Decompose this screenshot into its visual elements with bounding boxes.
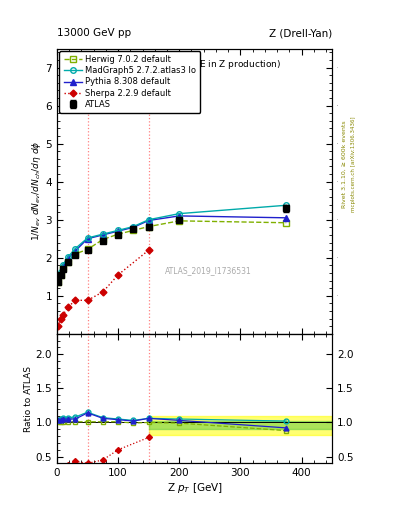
MadGraph5 2.7.2.atlas3 lo (73, 246, 78, 252)
Pythia 8.308 default (146, 218, 151, 224)
Herwig 7.0.2 default (177, 218, 182, 224)
Pythia 8.308 default (101, 232, 105, 238)
MadGraph5 2.7.2.atlas3 lo (61, 262, 66, 268)
Herwig 7.0.2 default (66, 259, 70, 265)
Pythia 8.308 default (284, 215, 288, 221)
Y-axis label: $1/N_{ev}\ dN_{ev}/dN_{ch}/d\eta\ d\phi$: $1/N_{ev}\ dN_{ev}/dN_{ch}/d\eta\ d\phi$ (30, 141, 43, 242)
Line: Pythia 8.308 default: Pythia 8.308 default (55, 213, 289, 283)
Herwig 7.0.2 default (131, 227, 136, 233)
MadGraph5 2.7.2.atlas3 lo (177, 210, 182, 217)
Sherpa 2.2.9 default (101, 289, 105, 295)
Line: Sherpa 2.2.9 default: Sherpa 2.2.9 default (56, 248, 151, 329)
Text: 13000 GeV pp: 13000 GeV pp (57, 28, 131, 38)
Legend: Herwig 7.0.2 default, MadGraph5 2.7.2.atlas3 lo, Pythia 8.308 default, Sherpa 2.: Herwig 7.0.2 default, MadGraph5 2.7.2.at… (59, 51, 200, 113)
Pythia 8.308 default (61, 263, 66, 269)
Herwig 7.0.2 default (73, 251, 78, 257)
Pythia 8.308 default (66, 255, 70, 262)
Sherpa 2.2.9 default (85, 297, 90, 304)
Herwig 7.0.2 default (85, 246, 90, 252)
Text: mcplots.cern.ch [arXiv:1306.3436]: mcplots.cern.ch [arXiv:1306.3436] (351, 116, 356, 211)
Herwig 7.0.2 default (116, 231, 121, 237)
MadGraph5 2.7.2.atlas3 lo (146, 217, 151, 223)
Herwig 7.0.2 default (284, 220, 288, 226)
Pythia 8.308 default (131, 224, 136, 230)
MadGraph5 2.7.2.atlas3 lo (284, 202, 288, 208)
Sherpa 2.2.9 default (146, 247, 151, 253)
Pythia 8.308 default (177, 213, 182, 219)
MadGraph5 2.7.2.atlas3 lo (116, 227, 121, 233)
Text: ATLAS_2019_I1736531: ATLAS_2019_I1736531 (165, 267, 252, 275)
Sherpa 2.2.9 default (58, 315, 63, 322)
Text: $\langle N_{ch}\rangle$ vs $p_T^Z$ (ATLAS UE in Z production): $\langle N_{ch}\rangle$ vs $p_T^Z$ (ATLA… (107, 57, 282, 72)
MadGraph5 2.7.2.atlas3 lo (56, 278, 61, 284)
Sherpa 2.2.9 default (116, 272, 121, 278)
Pythia 8.308 default (116, 228, 121, 234)
Y-axis label: Ratio to ATLAS: Ratio to ATLAS (24, 366, 33, 432)
MadGraph5 2.7.2.atlas3 lo (85, 235, 90, 241)
X-axis label: Z $p_T$ [GeV]: Z $p_T$ [GeV] (167, 481, 222, 495)
Sherpa 2.2.9 default (61, 312, 66, 318)
Herwig 7.0.2 default (61, 265, 66, 271)
Pythia 8.308 default (58, 270, 63, 276)
Text: Z (Drell-Yan): Z (Drell-Yan) (269, 28, 332, 38)
Pythia 8.308 default (85, 236, 90, 242)
Sherpa 2.2.9 default (56, 323, 61, 329)
Sherpa 2.2.9 default (66, 304, 70, 310)
Text: Rivet 3.1.10, ≥ 600k events: Rivet 3.1.10, ≥ 600k events (342, 120, 346, 208)
Pythia 8.308 default (73, 248, 78, 254)
Herwig 7.0.2 default (56, 280, 61, 286)
Herwig 7.0.2 default (58, 272, 63, 278)
MadGraph5 2.7.2.atlas3 lo (58, 269, 63, 275)
Pythia 8.308 default (56, 278, 61, 284)
Herwig 7.0.2 default (146, 223, 151, 229)
Sherpa 2.2.9 default (73, 297, 78, 304)
Line: Herwig 7.0.2 default: Herwig 7.0.2 default (55, 218, 289, 285)
Line: MadGraph5 2.7.2.atlas3 lo: MadGraph5 2.7.2.atlas3 lo (55, 202, 289, 283)
MadGraph5 2.7.2.atlas3 lo (66, 254, 70, 260)
Herwig 7.0.2 default (101, 237, 105, 243)
MadGraph5 2.7.2.atlas3 lo (101, 231, 105, 237)
MadGraph5 2.7.2.atlas3 lo (131, 223, 136, 229)
